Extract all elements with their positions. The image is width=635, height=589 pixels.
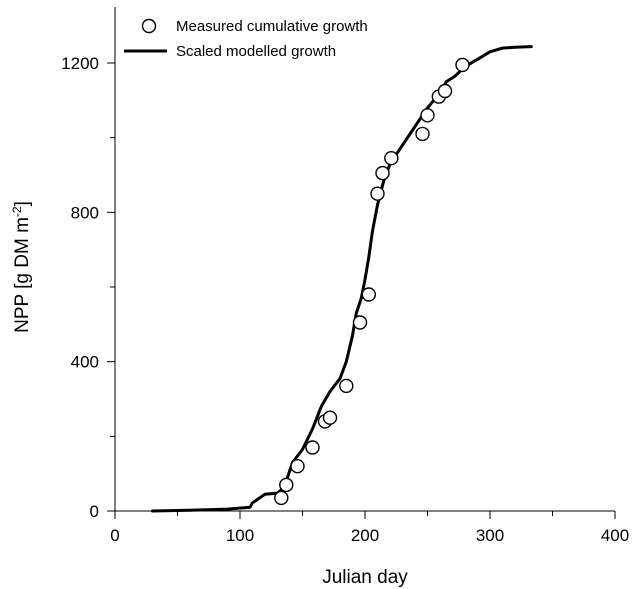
x-tick-label: 300	[476, 526, 504, 545]
measured-point	[437, 83, 453, 99]
y-tick-label: 0	[90, 502, 99, 521]
measured-point	[274, 490, 289, 506]
measured-point	[370, 186, 385, 201]
legend: Measured cumulative growth Scaled modelle…	[124, 18, 368, 60]
y-axis-title-tail: ]	[12, 201, 33, 206]
y-tick-label: 800	[71, 203, 99, 222]
plot-area	[151, 45, 533, 513]
axes	[114, 7, 615, 512]
measured-point	[279, 477, 294, 493]
y-axis-title-superscript: -2	[10, 206, 24, 217]
legend-marker-measured	[141, 18, 157, 34]
measured-point	[384, 150, 399, 166]
measured-point	[322, 410, 338, 425]
legend-label-modelled: Scaled modelled growth	[176, 43, 336, 60]
measured-point	[455, 57, 470, 73]
x-axis-title: Julian day	[322, 567, 408, 588]
y-tick-label: 1200	[61, 54, 99, 73]
y-axis-title: NPP [g DM m-2]	[10, 201, 33, 333]
x-tick-label: 400	[601, 526, 629, 545]
measured-point	[290, 459, 305, 474]
x-tick-label: 0	[110, 526, 119, 545]
measured-point	[415, 126, 430, 142]
measured-point	[375, 165, 390, 181]
measured-point	[339, 378, 354, 394]
modelled-growth-line	[151, 45, 533, 513]
x-tick-label: 200	[351, 526, 379, 545]
y-tick-label: 400	[71, 353, 99, 372]
legend-label-measured: Measured cumulative growth	[176, 18, 368, 35]
measured-point	[352, 315, 368, 330]
y-axis-title-main: NPP [g DM m	[12, 217, 33, 333]
measured-point	[305, 440, 320, 455]
x-tick-label: 100	[226, 526, 254, 545]
measured-point	[361, 287, 376, 302]
axis-ticks: 0 100 200 300 400 0 400 800 1200	[61, 54, 629, 545]
measured-point	[420, 108, 435, 123]
